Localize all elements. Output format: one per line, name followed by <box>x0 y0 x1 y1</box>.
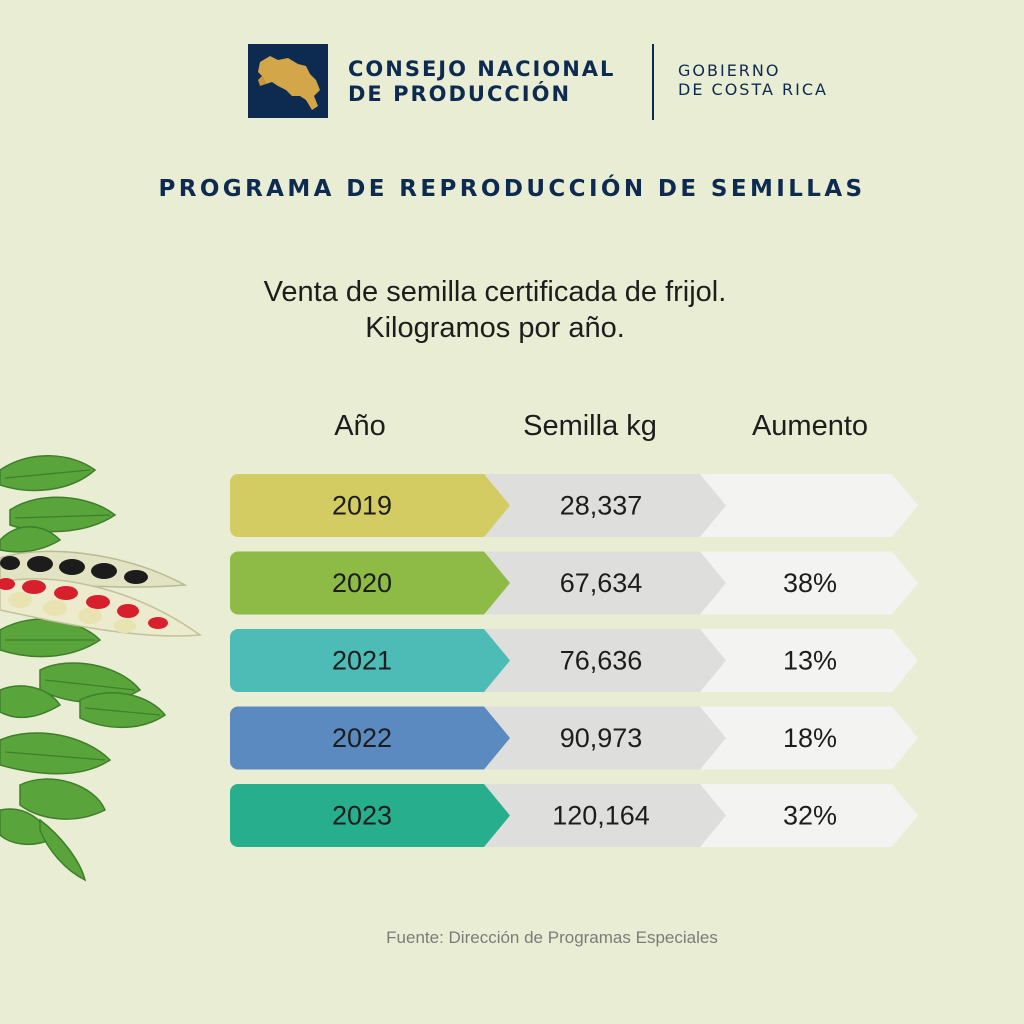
year-band-arrow <box>464 784 510 847</box>
seed-kg-value: 67,634 <box>560 568 643 598</box>
year-band <box>230 551 474 615</box>
year-band <box>230 706 474 770</box>
program-title: PROGRAMA DE REPRODUCCIÓN DE SEMILLAS <box>158 176 866 202</box>
value-band <box>474 474 726 537</box>
year-band-arrow <box>464 706 510 770</box>
increase-band <box>680 784 918 847</box>
value-band <box>474 629 726 692</box>
org-name-line2: DE PRODUCCIÓN <box>348 82 572 106</box>
header-divider <box>652 44 654 120</box>
increase-value: 13% <box>783 646 837 676</box>
year-label: 2019 <box>332 491 392 521</box>
value-band <box>474 784 726 847</box>
org-name-line1: CONSEJO NACIONAL <box>348 57 616 81</box>
seed-kg-value: 28,337 <box>560 491 643 521</box>
increase-band <box>680 474 918 537</box>
increase-value: 18% <box>783 723 837 753</box>
year-label: 2022 <box>332 723 392 753</box>
chart-title: Venta de semilla certificada de frijol. <box>263 276 727 308</box>
year-label: 2023 <box>332 801 392 831</box>
government-line1: GOBIERNO <box>678 61 781 80</box>
bean-plant-icon <box>0 455 203 882</box>
seed-kg-value: 90,973 <box>560 723 643 753</box>
year-band <box>230 629 474 692</box>
year-band <box>230 474 474 537</box>
value-band <box>474 706 726 770</box>
logo <box>248 44 328 118</box>
increase-band <box>680 706 918 770</box>
costa-rica-map-icon <box>258 56 320 110</box>
year-label: 2021 <box>332 646 392 676</box>
increase-value: 32% <box>783 801 837 831</box>
government-line2: DE COSTA RICA <box>678 80 828 99</box>
header: CONSEJO NACIONAL DE PRODUCCIÓN GOBIERNO … <box>248 44 868 120</box>
value-band <box>474 551 726 615</box>
year-band-arrow <box>464 551 510 615</box>
year-band <box>230 784 474 847</box>
increase-value: 38% <box>783 568 837 598</box>
column-header-seed-kg: Semilla kg <box>523 410 657 442</box>
column-header-year: Año <box>334 410 386 442</box>
increase-band <box>680 551 918 615</box>
year-label: 2020 <box>332 568 392 598</box>
seed-kg-value: 76,636 <box>560 646 643 676</box>
year-band-arrow <box>464 629 510 692</box>
source-note: Fuente: Dirección de Programas Especiale… <box>386 928 718 947</box>
year-band-arrow <box>464 474 510 537</box>
column-header-increase: Aumento <box>751 410 869 442</box>
seed-kg-value: 120,164 <box>552 801 650 831</box>
increase-band <box>680 629 918 692</box>
chart-subtitle: Kilogramos por año. <box>365 312 625 344</box>
